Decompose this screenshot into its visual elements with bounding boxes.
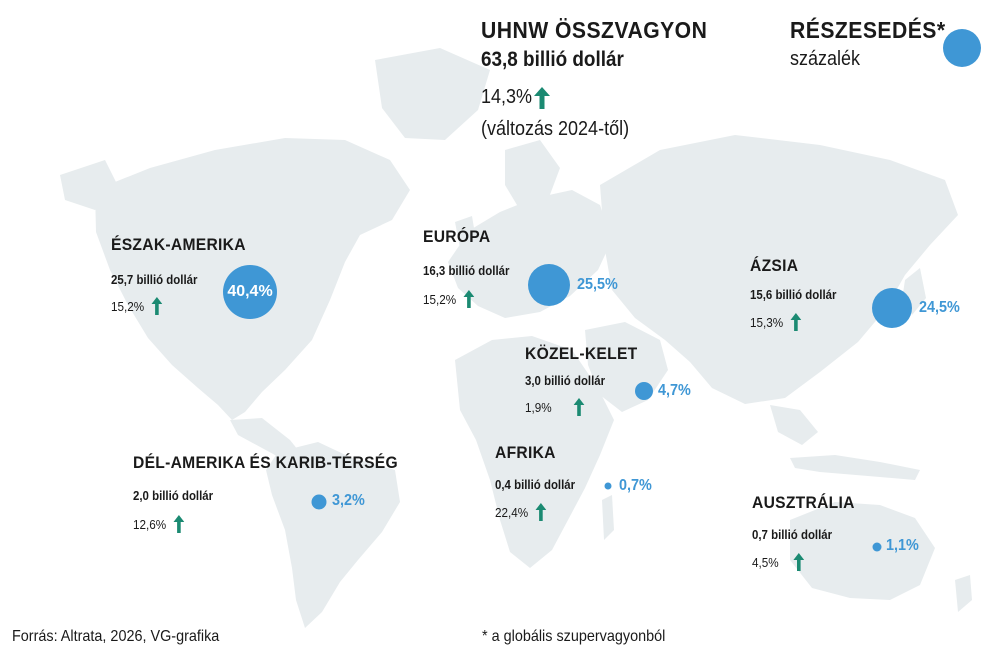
share-value-middle-east: 4,7% [658, 382, 691, 399]
share-bubble-south-america [311, 494, 327, 510]
region-name-africa: AFRIKA [495, 443, 556, 462]
asia-landmass [600, 135, 958, 404]
up-arrow-icon [790, 313, 802, 331]
greenland-landmass [375, 48, 490, 140]
africa-landmass [455, 336, 614, 568]
share-bubble-africa [604, 482, 612, 490]
region-change-value: 15,2% [423, 291, 457, 307]
region-change-value: 12,6% [133, 516, 167, 532]
scandinavia-landmass [505, 140, 560, 210]
region-wealth-middle-east: 3,0 billió dollár [525, 373, 606, 388]
region-name-south-america: DÉL-AMERIKA ÉS KARIB-TÉRSÉG [133, 453, 398, 472]
region-wealth-south-america: 2,0 billió dollár [133, 488, 214, 503]
up-arrow-icon [173, 515, 185, 533]
share-value-south-america: 3,2% [332, 492, 365, 509]
total-change-value: 14,3% [481, 86, 533, 108]
region-wealth-north-america: 25,7 billió dollár [111, 272, 198, 287]
total-change-row: 14,3% [481, 86, 550, 109]
share-bubble-australia [872, 542, 882, 552]
region-change-middle-east: 1,9% [525, 398, 585, 416]
region-wealth-australia: 0,7 billió dollár [752, 527, 833, 542]
up-arrow-icon [463, 290, 475, 308]
share-bubble-middle-east [635, 382, 653, 400]
region-change-value: 22,4% [495, 504, 529, 520]
region-name-europe: EURÓPA [423, 227, 491, 246]
up-arrow-icon [793, 553, 804, 571]
legend-title: RÉSZESEDÉS* [790, 17, 946, 43]
british-isles-landmass [455, 216, 476, 248]
madagascar-landmass [602, 495, 614, 540]
region-change-europe: 15,2% [423, 290, 475, 308]
region-change-value: 15,2% [111, 298, 145, 314]
share-value-australia: 1,1% [886, 537, 919, 554]
region-change-value: 4,5% [752, 554, 779, 570]
region-wealth-europe: 16,3 billió dollár [423, 263, 510, 278]
up-arrow-icon [535, 503, 547, 521]
footnote: * a globális szupervagyonból [482, 628, 666, 645]
share-value-africa: 0,7% [619, 477, 652, 494]
europe-landmass [448, 190, 612, 318]
headline-title: UHNW ÖSSZVAGYON [481, 17, 708, 43]
south-america-landmass [266, 442, 400, 628]
region-change-south-america: 12,6% [133, 515, 185, 533]
indonesia-landmass [790, 455, 920, 480]
share-value-asia: 24,5% [919, 299, 960, 316]
share-value-north-america: 40,4% [227, 283, 273, 300]
share-bubble-north-america: 40,4% [223, 265, 277, 319]
legend-unit: százalék [790, 48, 861, 70]
total-change-note: (változás 2024-től) [481, 118, 630, 140]
up-arrow-icon [533, 86, 550, 109]
share-bubble-asia [872, 288, 912, 328]
share-bubble-europe [528, 264, 570, 306]
share-value-europe: 25,5% [577, 276, 618, 293]
new-zealand-landmass [955, 575, 972, 612]
southeast-asia-landmass [770, 405, 818, 445]
region-change-australia: 4,5% [752, 553, 804, 571]
region-change-north-america: 15,2% [111, 297, 163, 315]
region-wealth-asia: 15,6 billió dollár [750, 287, 837, 302]
region-change-africa: 22,4% [495, 503, 547, 521]
up-arrow-icon [151, 297, 163, 315]
region-wealth-africa: 0,4 billió dollár [495, 477, 576, 492]
region-name-australia: AUSZTRÁLIA [752, 493, 855, 512]
region-change-value: 1,9% [525, 399, 552, 415]
source-note: Forrás: Altrata, 2026, VG-grafika [12, 628, 220, 645]
australia-landmass [790, 502, 935, 600]
region-change-asia: 15,3% [750, 313, 802, 331]
total-wealth-value: 63,8 billió dollár [481, 48, 624, 71]
region-change-value: 15,3% [750, 314, 784, 330]
legend-bubble [943, 29, 981, 67]
alaska-landmass [60, 160, 120, 210]
region-name-north-america: ÉSZAK-AMERIKA [111, 235, 246, 254]
region-name-middle-east: KÖZEL-KELET [525, 344, 638, 363]
region-name-asia: ÁZSIA [750, 256, 799, 275]
up-arrow-icon [573, 398, 585, 416]
